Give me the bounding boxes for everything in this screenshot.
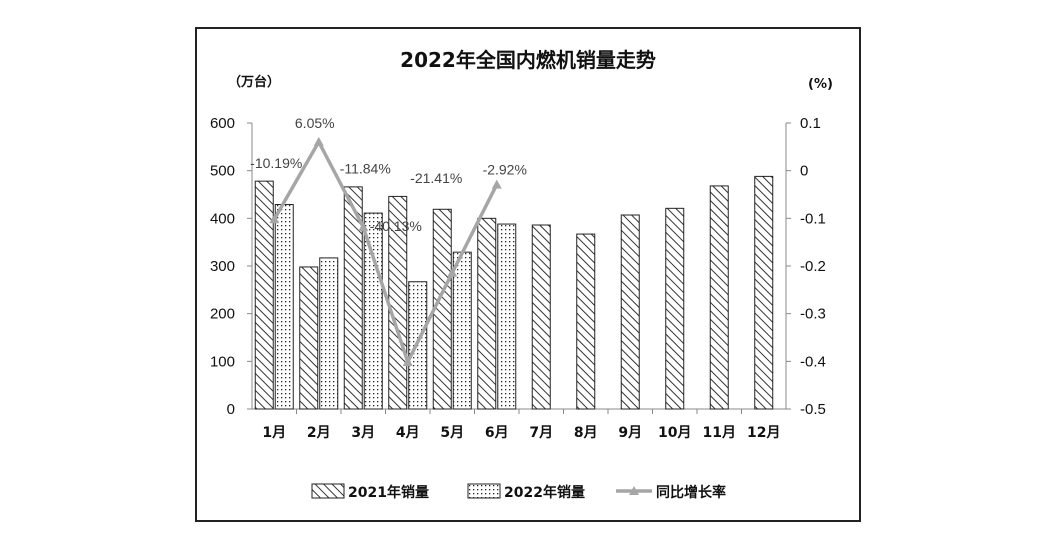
left-tick-label: 600 [210,115,235,132]
left-tick-label: 400 [210,210,235,227]
right-tick-label: -0.1 [800,210,826,227]
growth-data-label: -21.41% [410,170,462,186]
left-axis-unit: （万台） [228,74,280,90]
bar-2021 [477,217,497,410]
growth-data-label: -40.13% [370,218,422,234]
x-tick-label: 5月 [440,425,464,441]
growth-marker [447,267,458,277]
legend-label-2021: 2021年销量 [348,484,429,501]
x-tick-label: 9月 [618,425,642,441]
bar-2021 [665,207,685,410]
x-tick-label: 1月 [262,425,286,441]
bar-2021 [754,175,774,410]
x-tick-label: 7月 [529,425,553,441]
x-tick-label: 4月 [396,425,420,441]
x-tick-label: 12月 [747,425,780,441]
left-tick-label: 100 [210,353,235,370]
bar-2021 [620,214,640,410]
legend-label-growth: 同比增长率 [656,484,726,501]
bar-2021 [531,224,551,410]
legend: 2021年销量 2022年销量 同比增长率 [311,483,726,501]
x-tick-label: 8月 [574,425,598,441]
legend-label-2022: 2022年销量 [504,484,585,501]
x-tick-label: 2月 [307,425,331,441]
legend-swatch-2021 [311,483,345,499]
left-tick-label: 500 [210,163,235,180]
legend-swatch-2022 [467,483,501,499]
chart-title: 2022年全国内燃机销量走势 [400,48,656,72]
bars-group [254,175,774,410]
x-tick-label: 6月 [485,425,509,441]
data-labels-group: -10.19% 6.05% -11.84% -40.13% -21.41% -2.92% [250,115,527,234]
right-tick-label: 0.1 [800,115,821,132]
left-tick-label: 0 [227,401,235,418]
growth-marker [313,136,324,146]
right-tick-label: -0.3 [800,306,826,323]
bar-2022 [319,257,339,410]
legend-marker-growth [629,486,639,495]
bar-2021 [343,186,363,410]
bar-2022 [274,204,294,410]
growth-data-label: -10.19% [250,155,302,171]
bar-2021 [254,180,274,410]
bar-2021 [709,185,729,410]
left-tick-label: 200 [210,306,235,323]
right-tick-label: 0 [800,163,808,180]
bar-2022 [497,223,517,410]
x-tick-label: 3月 [351,425,375,441]
x-tick-label: 10月 [658,425,691,441]
growth-data-label: 6.05% [295,115,335,131]
left-tick-label: 300 [210,258,235,275]
right-tick-label: -0.4 [800,353,826,370]
right-tick-label: -0.5 [800,401,826,418]
x-tick-label: 11月 [703,425,736,441]
growth-line-group [269,136,502,367]
right-axis-unit: (%) [808,77,833,92]
bar-2021 [576,233,596,410]
growth-data-label: -11.84% [340,160,391,176]
growth-marker [269,214,280,224]
bar-2021 [299,266,319,410]
growth-marker [491,179,502,189]
growth-line [272,138,499,367]
growth-marker [402,356,413,366]
growth-data-label: -2.92% [483,162,527,178]
right-tick-label: -0.2 [800,258,826,275]
growth-marker [358,222,369,232]
bar-2022 [363,212,383,410]
axes-group: 600 500 400 300 200 100 0 0.1 0 -0.1 -0.2 -0.3 -0.4 -… [210,115,826,441]
